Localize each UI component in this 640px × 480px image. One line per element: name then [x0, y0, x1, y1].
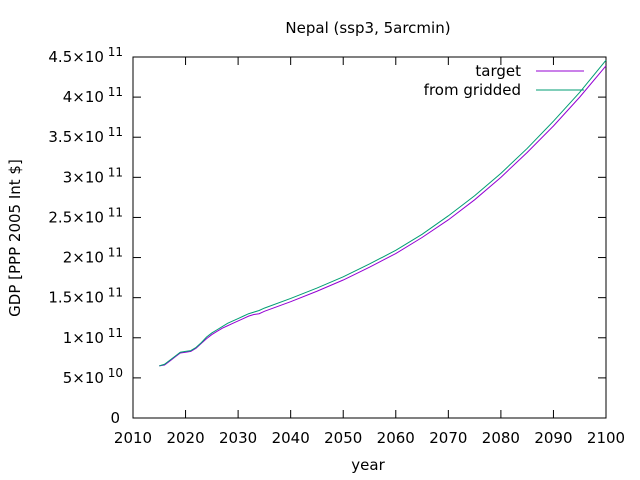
- plot-border: [132, 56, 607, 419]
- x-tick-label: 2010: [114, 429, 152, 447]
- y-tick-label: 4×10 11: [63, 85, 123, 106]
- x-tick-label: 2100: [587, 429, 625, 447]
- series-line-from-gridded: [159, 59, 607, 367]
- y-axis-ticks: 0 5×10 10 1×10 11 1.5×10 11 2×10 11 2.5×10 11…: [48, 45, 606, 427]
- y-tick-label: 5×10 10: [63, 366, 123, 387]
- series-lines: [159, 59, 607, 367]
- legend-label: target: [475, 62, 521, 80]
- y-tick-label: 0: [110, 409, 120, 427]
- y-tick-label: 1.5×10 11: [48, 286, 123, 307]
- chart-title: Nepal (ssp3, 5arcmin): [285, 19, 450, 37]
- y-tick-label: 3.5×10 11: [48, 125, 123, 146]
- x-tick-label: 2080: [482, 429, 520, 447]
- y-tick-label: 2×10 11: [63, 246, 123, 267]
- x-tick-label: 2060: [377, 429, 415, 447]
- y-tick-label: 4.5×10 11: [48, 45, 123, 66]
- x-axis-ticks: 2010 2020 2030 2040 2050 2060 2070 2080 2090 2100: [114, 57, 625, 447]
- y-tick-label: 3×10 11: [63, 165, 123, 186]
- x-tick-label: 2030: [219, 429, 257, 447]
- x-tick-label: 2050: [324, 429, 362, 447]
- y-tick-label: 1×10 11: [63, 326, 123, 347]
- x-tick-label: 2020: [166, 429, 204, 447]
- y-tick-label: 2.5×10 11: [48, 205, 123, 226]
- x-tick-label: 2070: [429, 429, 467, 447]
- x-tick-label: 2090: [534, 429, 572, 447]
- x-tick-label: 2040: [272, 429, 310, 447]
- series-line-target: [159, 65, 607, 367]
- y-axis-label: GDP [PPP 2005 Int $]: [6, 159, 24, 317]
- legend-label: from gridded: [424, 81, 521, 99]
- x-axis-label: year: [351, 456, 385, 474]
- plot-area: [132, 56, 607, 419]
